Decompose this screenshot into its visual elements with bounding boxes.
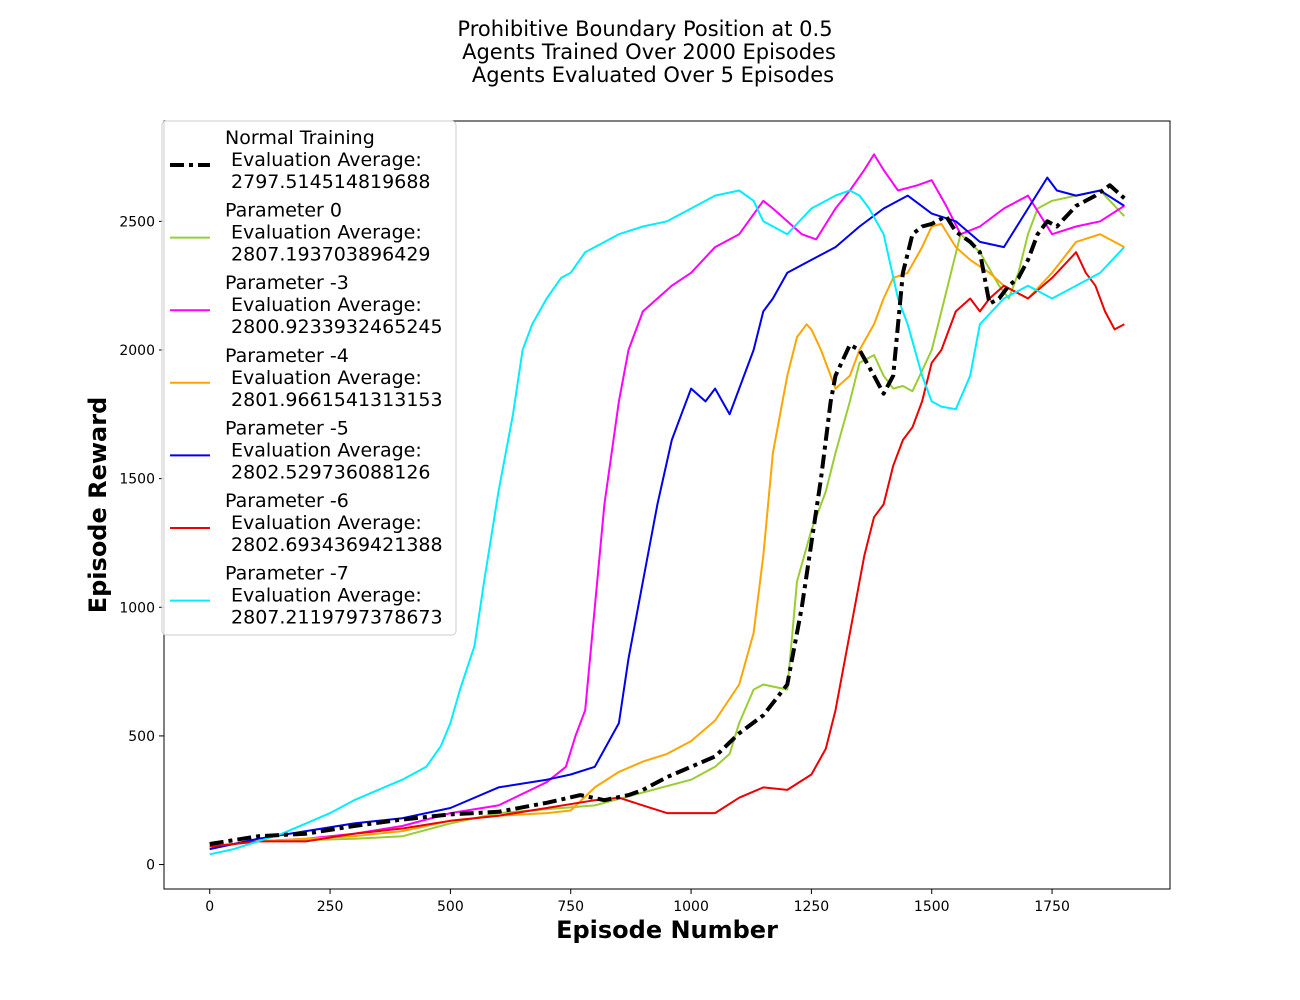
- y-tick-label: 2000: [119, 343, 155, 359]
- legend-label: Parameter -6: [225, 490, 349, 512]
- series-line-normal-training: [209, 183, 1126, 846]
- series-line-parameter-3: [209, 222, 1125, 848]
- legend-label: Evaluation Average:: [225, 439, 422, 461]
- chart-title: Prohibitive Boundary Position at 0.5 Age…: [457, 17, 835, 87]
- legend-label: Parameter 0: [225, 200, 342, 222]
- legend-label: 2802.529736088126: [225, 461, 431, 483]
- legend-label: Parameter -4: [225, 345, 349, 367]
- y-axis-label: Episode Reward: [84, 397, 112, 614]
- legend-label: 2800.9233932465245: [225, 316, 443, 338]
- series-lines: [209, 153, 1126, 856]
- legend-label: 2807.2119797378673: [225, 607, 443, 629]
- x-tick-label: 0: [205, 899, 214, 915]
- y-tick-label: 1500: [119, 472, 155, 488]
- legend: Normal Training Evaluation Average: 2797…: [161, 120, 457, 636]
- chart-title-line-1: Prohibitive Boundary Position at 0.5: [457, 17, 832, 41]
- legend-label: 2807.193703896429: [225, 244, 431, 266]
- x-tick-label: 1000: [673, 899, 709, 915]
- legend-label: Parameter -7: [225, 563, 349, 585]
- y-tick-label: 1000: [119, 600, 155, 616]
- x-tick-label: 1500: [914, 899, 950, 915]
- y-tick-label: 0: [146, 858, 155, 874]
- legend-box: [161, 120, 457, 636]
- legend-label: Evaluation Average:: [225, 512, 422, 534]
- y-axis-ticks: 0 500 1000 1500 2000 2500: [119, 214, 164, 874]
- x-tick-label: 500: [437, 899, 464, 915]
- legend-label: Evaluation Average:: [225, 222, 422, 244]
- x-tick-label: 250: [317, 899, 344, 915]
- series-line-parameter-4: [209, 176, 1125, 851]
- legend-label: Evaluation Average:: [225, 149, 422, 171]
- legend-label: 2802.6934369421388: [225, 534, 443, 556]
- x-tick-label: 750: [557, 899, 584, 915]
- x-axis-ticks: 0 250 500 750 1000 1250 1500 1750: [205, 889, 1070, 915]
- legend-label: Normal Training: [225, 127, 375, 149]
- chart-title-line-3: Agents Evaluated Over 5 Episodes: [472, 63, 834, 87]
- legend-label: Parameter -5: [225, 417, 349, 439]
- chart-title-line-2: Agents Trained Over 2000 Episodes: [462, 40, 836, 64]
- y-tick-label: 2500: [119, 214, 155, 230]
- legend-label: Evaluation Average:: [225, 585, 422, 607]
- legend-label: 2797.514514819688: [225, 171, 431, 193]
- y-tick-label: 500: [128, 729, 155, 745]
- x-tick-label: 1750: [1034, 899, 1070, 915]
- series-line-parameter-6: [209, 189, 1126, 856]
- legend-label: Evaluation Average:: [225, 294, 422, 316]
- legend-label: Evaluation Average:: [225, 367, 422, 389]
- x-axis-label: Episode Number: [556, 916, 778, 944]
- x-tick-label: 1250: [794, 899, 830, 915]
- legend-label: Parameter -3: [225, 272, 349, 294]
- series-line-parameter-5: [209, 251, 1125, 848]
- legend-label: 2801.9661541313153: [225, 389, 443, 411]
